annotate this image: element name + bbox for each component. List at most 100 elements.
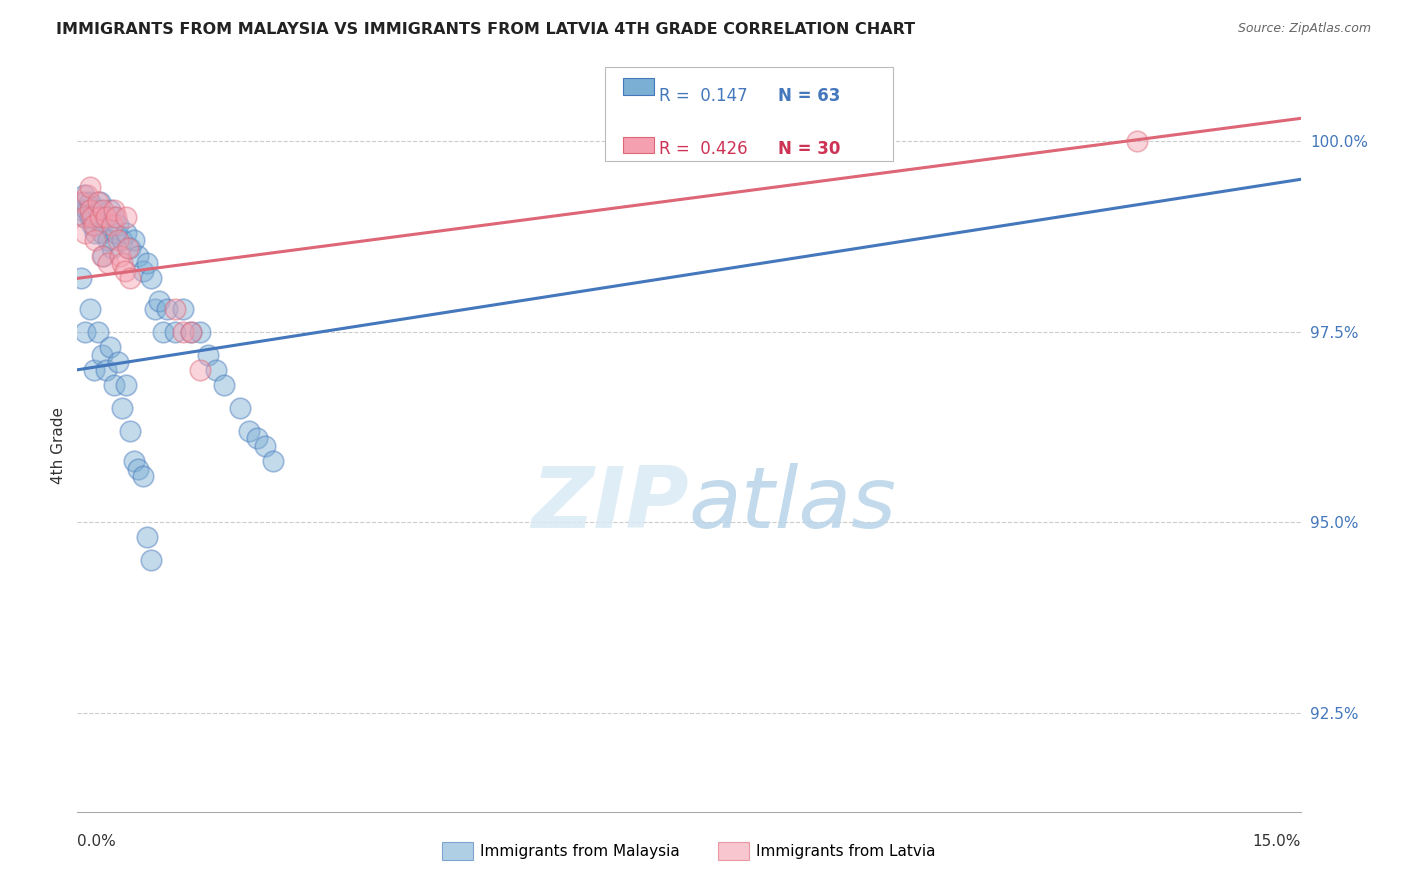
Text: IMMIGRANTS FROM MALAYSIA VS IMMIGRANTS FROM LATVIA 4TH GRADE CORRELATION CHART: IMMIGRANTS FROM MALAYSIA VS IMMIGRANTS F… <box>56 22 915 37</box>
Point <box>73 187 96 202</box>
Point <box>73 211 96 225</box>
Point <box>75 226 97 240</box>
Point <box>98 340 121 354</box>
Point <box>127 248 149 262</box>
Point <box>89 195 111 210</box>
Point <box>103 378 125 392</box>
Point <box>238 424 260 438</box>
Point <box>229 401 252 415</box>
Text: N = 30: N = 30 <box>778 140 839 158</box>
Point <box>100 218 122 232</box>
Point <box>124 454 146 468</box>
Text: Source: ZipAtlas.com: Source: ZipAtlas.com <box>1237 22 1371 36</box>
Legend: Immigrants from Malaysia, Immigrants from Latvia: Immigrants from Malaysia, Immigrants fro… <box>436 837 942 866</box>
Point <box>120 424 142 438</box>
Point <box>79 202 101 217</box>
Point <box>97 233 120 247</box>
Point <box>93 248 115 262</box>
Text: ZIP: ZIP <box>531 463 689 546</box>
Text: R =  0.426: R = 0.426 <box>659 140 748 158</box>
Point <box>70 271 93 285</box>
Point <box>117 241 139 255</box>
Point <box>90 226 112 240</box>
Point <box>87 195 110 210</box>
Point <box>76 202 98 217</box>
Point <box>79 195 101 210</box>
Text: atlas: atlas <box>689 463 897 546</box>
Point <box>75 195 97 210</box>
Point <box>83 363 105 377</box>
Point <box>79 211 101 225</box>
Point <box>120 271 142 285</box>
Point <box>246 431 269 445</box>
Y-axis label: 4th Grade: 4th Grade <box>51 408 66 484</box>
Point <box>79 301 101 316</box>
Point <box>180 325 202 339</box>
Point <box>148 294 170 309</box>
Point <box>94 211 117 225</box>
Point <box>87 202 110 217</box>
Point <box>124 233 146 247</box>
Point <box>83 211 105 225</box>
Point <box>105 226 128 240</box>
Point <box>115 378 138 392</box>
Point <box>120 241 142 255</box>
Point <box>83 218 105 232</box>
Point <box>165 301 187 316</box>
Point <box>100 241 122 255</box>
Point <box>84 226 107 240</box>
Point <box>165 325 187 339</box>
Point <box>103 211 125 225</box>
Point <box>89 211 111 225</box>
Text: R =  0.147: R = 0.147 <box>659 87 748 105</box>
Point <box>103 202 125 217</box>
Point <box>93 202 115 217</box>
Point <box>188 325 211 339</box>
Point <box>1126 134 1149 148</box>
Point <box>70 195 93 210</box>
Point <box>253 439 276 453</box>
Text: 0.0%: 0.0% <box>77 834 117 849</box>
Point <box>115 226 138 240</box>
Point <box>172 301 194 316</box>
Point <box>212 378 235 392</box>
Point <box>139 271 162 285</box>
Point <box>79 180 101 194</box>
Text: 15.0%: 15.0% <box>1253 834 1301 849</box>
Point <box>262 454 284 468</box>
Point <box>114 264 136 278</box>
Point <box>98 202 121 217</box>
Point <box>94 211 117 225</box>
Point <box>97 256 120 270</box>
Point <box>111 256 134 270</box>
Point <box>107 218 129 232</box>
Point <box>80 211 103 225</box>
Point <box>143 301 166 316</box>
Point <box>127 462 149 476</box>
Point <box>111 233 134 247</box>
Point <box>84 233 107 247</box>
Text: N = 63: N = 63 <box>778 87 839 105</box>
Point <box>180 325 202 339</box>
Point <box>205 363 228 377</box>
Point <box>105 211 128 225</box>
Point <box>172 325 194 339</box>
Point <box>90 347 112 361</box>
Point <box>115 211 138 225</box>
Point <box>131 264 153 278</box>
Point <box>135 530 157 544</box>
Point <box>107 355 129 369</box>
Point <box>75 211 97 225</box>
Point <box>111 401 134 415</box>
Point <box>139 553 162 567</box>
Point <box>90 248 112 262</box>
Point <box>197 347 219 361</box>
Point <box>107 233 129 247</box>
Point <box>188 363 211 377</box>
Point <box>152 325 174 339</box>
Point <box>70 202 93 217</box>
Point <box>156 301 179 316</box>
Point <box>80 218 103 232</box>
Point <box>75 325 97 339</box>
Point <box>76 187 98 202</box>
